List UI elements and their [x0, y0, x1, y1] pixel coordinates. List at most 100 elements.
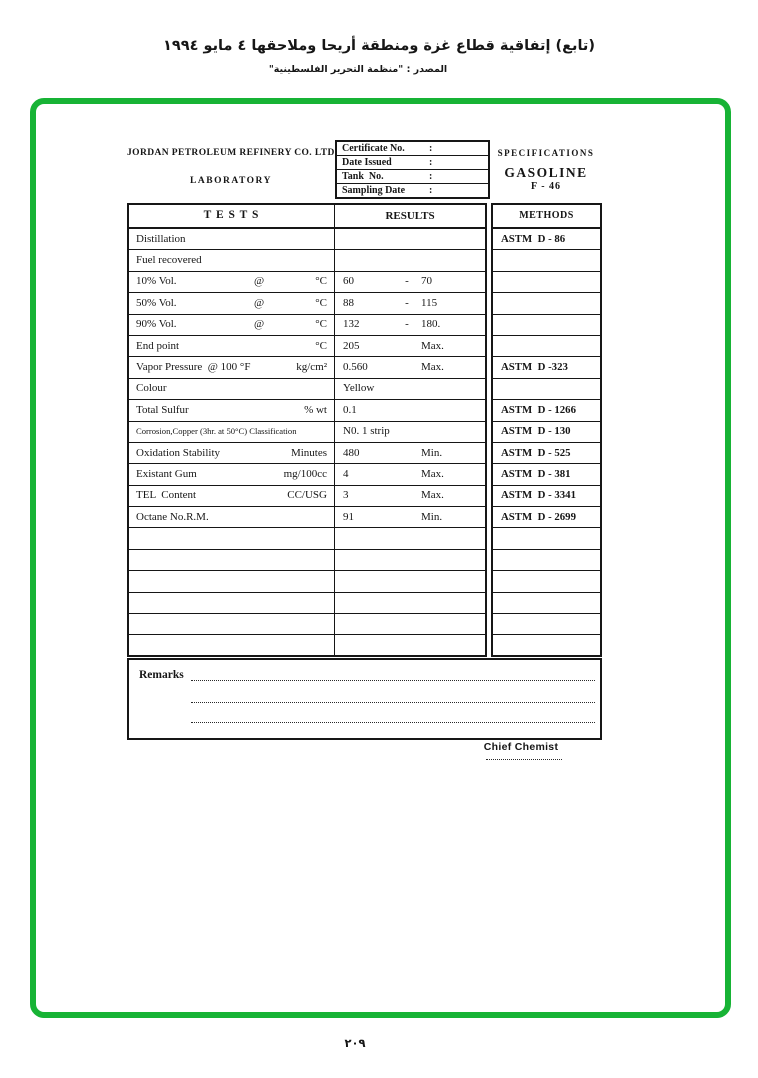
result-limit: Max.	[421, 489, 444, 502]
test-name: 10% Vol.	[136, 275, 177, 288]
test-cell: Total Sulfur % wt	[127, 400, 335, 422]
test-name: Corrosion,Copper (3hr. at 50°C) Classifi…	[136, 426, 297, 437]
chief-chemist-label: Chief Chemist	[483, 741, 559, 753]
result-value: 88	[343, 296, 354, 309]
table-header-row: T E S T S RESULTS METHODS	[127, 203, 602, 229]
result-value: 4	[343, 467, 349, 480]
result-limit: Min.	[421, 446, 443, 459]
empty-test-cell	[127, 592, 335, 615]
result-value: 0.560	[343, 361, 368, 374]
table-row: 10% Vol. @ °C 60 -70	[127, 271, 602, 294]
table-row: End point °C 205 Max.	[127, 335, 602, 358]
specifications-title: SPECIFICATIONS	[497, 148, 595, 158]
test-name: Colour	[136, 382, 167, 395]
method-name: ASTM D -323	[501, 361, 568, 374]
result-cell: 205 Max.	[335, 335, 487, 358]
empty-method-cell	[491, 614, 602, 636]
test-unit: Minutes	[290, 446, 327, 459]
test-cell: Existant Gum mg/100cc	[127, 464, 335, 486]
empty-result-cell	[335, 528, 487, 550]
method-cell	[491, 378, 602, 401]
method-cell: ASTM D - 525	[491, 442, 602, 465]
certificate-field-label: Tank No.	[342, 171, 384, 182]
test-name: Total Sulfur	[136, 403, 189, 416]
result-cell: N0. 1 strip	[335, 421, 487, 443]
empty-result-cell	[335, 592, 487, 615]
empty-table-row	[127, 635, 602, 657]
specifications-block: SPECIFICATIONS GASOLINE F - 46	[490, 140, 602, 199]
test-cell: 10% Vol. @ °C	[127, 271, 335, 294]
result-cell: 4 Max.	[335, 464, 487, 486]
methods-column-header: METHODS	[491, 203, 602, 229]
table-row: Corrosion,Copper (3hr. at 50°C) Classifi…	[127, 421, 602, 443]
test-name: Fuel recovered	[136, 254, 202, 267]
empty-test-cell	[127, 528, 335, 550]
table-row: Oxidation Stability Minutes 480 Min. ASTM D …	[127, 442, 602, 465]
test-name: 90% Vol.	[136, 318, 177, 331]
result-limit: Min.	[421, 510, 443, 523]
green-border-frame	[30, 98, 731, 1018]
test-unit: °C	[315, 318, 327, 331]
table-row: TEL Content CC/USG 3 Max. ASTM D - 3341	[127, 485, 602, 508]
result-range-separator: -	[405, 275, 409, 288]
result-value: 205	[343, 339, 360, 352]
result-limit: Max.	[421, 339, 444, 352]
method-cell: ASTM D - 86	[491, 229, 602, 251]
form-header: JORDAN PETROLEUM REFINERY CO. LTD. LABOR…	[127, 140, 602, 199]
chief-chemist-signature-line	[486, 759, 562, 760]
test-unit: CC/USG	[287, 489, 327, 502]
method-cell: ASTM D - 2699	[491, 507, 602, 529]
test-cell: TEL Content CC/USG	[127, 485, 335, 508]
method-cell: ASTM D - 381	[491, 464, 602, 486]
table-row: Existant Gum mg/100cc 4 Max. ASTM D - 381	[127, 464, 602, 486]
empty-table-row	[127, 614, 602, 636]
empty-method-cell	[491, 549, 602, 572]
empty-method-cell	[491, 592, 602, 615]
certificate-field-colon: :	[429, 185, 433, 196]
certificate-field-colon: :	[429, 171, 433, 182]
remarks-box: Remarks	[127, 658, 602, 740]
test-name: End point	[136, 339, 180, 352]
certificate-field-colon: :	[429, 157, 433, 168]
result-cell	[335, 250, 487, 272]
result-cell: 91 Min.	[335, 507, 487, 529]
empty-result-cell	[335, 614, 487, 636]
method-name: ASTM D - 525	[501, 446, 571, 459]
test-name: Vapor Pressure @ 100 °F	[136, 361, 251, 374]
empty-test-cell	[127, 614, 335, 636]
empty-table-row	[127, 592, 602, 615]
result-limit: 115	[421, 296, 438, 309]
test-name: Octane No.R.M.	[136, 510, 209, 523]
arabic-source-line: المصدر : "منظمة التحرير الفلسطينية"	[268, 64, 448, 75]
result-value: N0. 1 strip	[343, 425, 390, 438]
empty-method-cell	[491, 571, 602, 593]
empty-method-cell	[491, 635, 602, 657]
empty-table-row	[127, 528, 602, 550]
result-value: 91	[343, 510, 354, 523]
results-table: T E S T S RESULTS METHODS Distillation ASTM …	[127, 203, 602, 657]
result-limit: 180.	[421, 318, 441, 331]
table-row: Colour Yellow	[127, 378, 602, 401]
test-name: Existant Gum	[136, 467, 197, 480]
result-cell: 3 Max.	[335, 485, 487, 508]
method-name: ASTM D - 1266	[501, 403, 576, 416]
method-cell: ASTM D - 3341	[491, 485, 602, 508]
result-cell: 480 Min.	[335, 442, 487, 465]
arabic-document-title: (تابع) إتفاقية قطاع غزة ومنطقة أريحا ومل…	[163, 38, 595, 54]
table-row: Distillation ASTM D - 86	[127, 229, 602, 251]
test-name: Distillation	[136, 232, 186, 245]
remarks-dotted-line	[191, 722, 595, 723]
table-row: Octane No.R.M. 91 Min. ASTM D - 2699	[127, 507, 602, 529]
result-range-separator: -	[405, 318, 409, 331]
result-value: Yellow	[343, 382, 375, 395]
empty-result-cell	[335, 635, 487, 657]
certificate-field-colon: :	[429, 143, 433, 154]
result-cell: 60 -70	[335, 271, 487, 294]
certificate-field-label: Date Issued	[342, 157, 392, 168]
method-cell	[491, 314, 602, 336]
remarks-dotted-line	[191, 702, 595, 703]
certificate-field: Certificate No.:	[337, 142, 488, 156]
method-cell: ASTM D - 130	[491, 421, 602, 443]
certificate-field: Tank No.:	[337, 170, 488, 184]
result-cell: 132 -180.	[335, 314, 487, 336]
